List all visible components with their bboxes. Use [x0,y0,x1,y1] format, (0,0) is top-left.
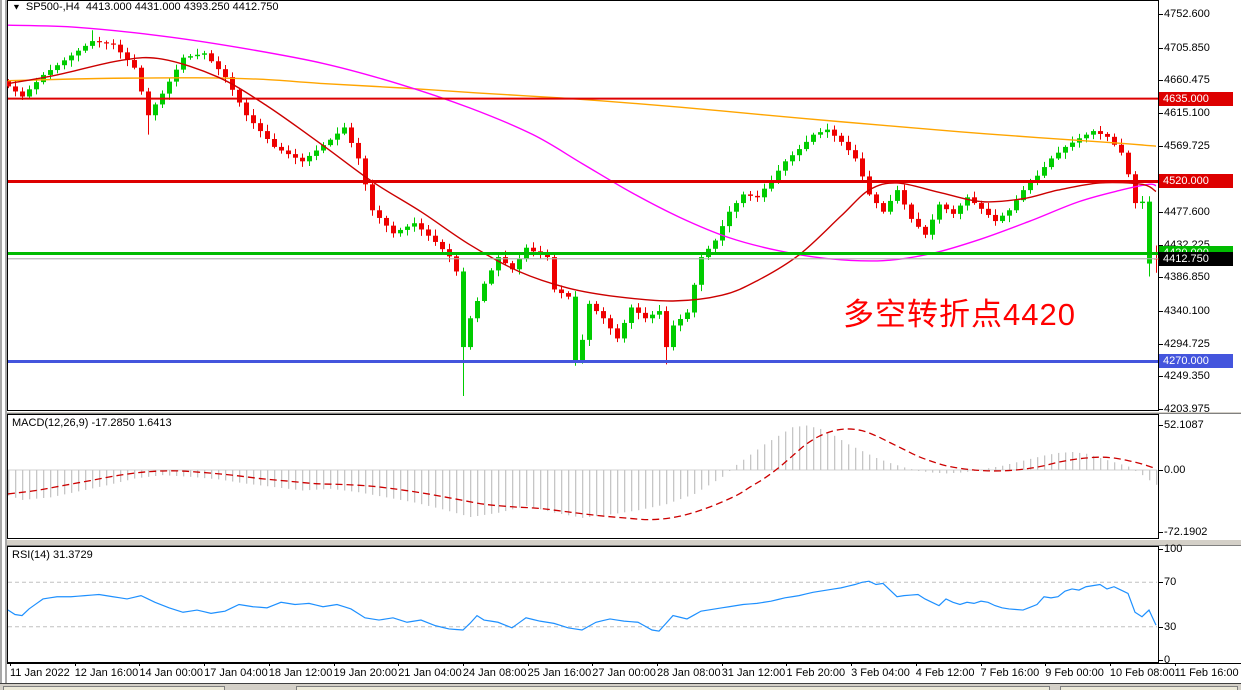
ma-magenta-slow [7,24,1157,262]
price-axis-label: 4705.850 [1164,41,1210,54]
left-splitter[interactable] [0,0,7,690]
symbol-dropdown-icon[interactable]: ▼ [12,2,21,12]
dock-segment-0 [3,686,225,690]
ohlc-values-label: 4413.000 4431.000 4393.250 4412.750 [85,1,279,13]
panel-separator[interactable] [7,411,1241,414]
macd-axis-label: -72.1902 [1164,525,1208,538]
price-axis-label: 4615.100 [1164,107,1210,119]
rsi-axis-label: 30 [1164,620,1177,633]
rsi-panel[interactable] [7,546,1159,663]
macd-panel[interactable] [7,414,1159,539]
rsi-line [7,580,1157,632]
main-chart-panel[interactable] [7,0,1159,411]
symbol-period-label: SP500-,H4 [25,1,80,13]
price-axis-label: 4660.475 [1164,74,1210,87]
candles [7,30,1159,397]
macd-histogram [8,425,1158,518]
price-axis-label: 4249.350 [1164,370,1210,383]
macd-axis-label: 52.1087 [1164,419,1204,432]
bottom-dock-strip [0,683,1241,690]
price-axis-badge-4635.000: 4635.000 [1159,91,1233,106]
chart-title: ▼ SP500-,H4 4413.000 4431.000 4393.250 44… [12,1,279,13]
dock-segment-2 [1060,686,1238,690]
price-axis-label: 4294.725 [1164,337,1210,350]
price-axis-badge-4420.000: 4420.000 [1159,246,1233,261]
ma-orange-long [7,77,1157,147]
rsi-panel-border [7,546,1159,663]
price-axis-badge-4412.750: 4412.750 [1159,251,1233,266]
price-axis-label: 4569.725 [1164,139,1210,152]
price-axis-badge-4520.000: 4520.000 [1159,174,1233,189]
price-axis-label: 4432.225 [1164,238,1210,251]
ma-red-fast [7,56,1157,302]
macd-indicator-label: MACD(12,26,9) -17.2850 1.6413 [12,417,172,429]
rsi-indicator-label: RSI(14) 31.3729 [12,549,93,561]
price-axis-label: 4340.100 [1164,305,1210,317]
time-axis[interactable] [7,663,1241,683]
price-axis-label: 4386.850 [1164,271,1210,284]
dock-segment-1 [296,686,1050,690]
macd-axis-label: 0.00 [1164,464,1186,476]
chart-annotation-text: 多空转折点4420 [843,297,1076,332]
price-axis-label: 4477.600 [1164,206,1210,218]
price-axis-label: 4752.600 [1164,8,1210,20]
price-axis-badge-4270.000: 4270.000 [1159,354,1233,369]
rsi-axis-label: 70 [1164,576,1177,589]
panel-separator[interactable] [7,539,1241,546]
